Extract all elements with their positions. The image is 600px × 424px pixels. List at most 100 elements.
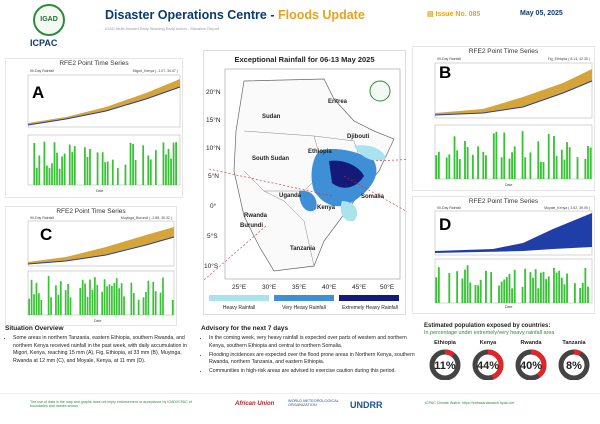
daily-rain-bar xyxy=(111,285,113,315)
daily-rain-bar xyxy=(573,283,576,303)
daily-rain-bar xyxy=(147,280,150,315)
daily-rain-bar xyxy=(28,298,31,315)
daily-rain-bar xyxy=(435,277,438,303)
daily-rain-bar xyxy=(104,162,107,185)
xlabel: Date xyxy=(505,183,513,187)
daily-rain-bar xyxy=(96,152,99,185)
igad-logo-text: IGAD xyxy=(40,16,58,23)
xlabel: Date xyxy=(94,319,102,323)
daily-rain-bar xyxy=(79,287,82,315)
daily-rain-bar xyxy=(115,278,118,315)
rainfall-map xyxy=(204,68,407,281)
daily-rain-bar xyxy=(132,143,134,185)
daily-rain-bar xyxy=(171,299,174,315)
legend-label: Heavy Rainfall xyxy=(222,305,256,311)
daily-rain-bar xyxy=(547,276,550,303)
daily-rain-bar xyxy=(145,291,147,315)
daily-rain-bar xyxy=(448,154,451,179)
daily-rain-bar xyxy=(534,269,537,303)
daily-rain-bar xyxy=(38,155,41,185)
daily-rain-bar xyxy=(134,159,137,185)
daily-rain-bar xyxy=(581,282,584,303)
donut-tanzania xyxy=(558,349,590,381)
footer: The use of data in the map and graphs do… xyxy=(0,393,600,424)
daily-rain-bar xyxy=(30,279,33,315)
lon-label: 25°E xyxy=(232,284,247,291)
daily-rain-bar xyxy=(453,136,456,179)
country-label: Tanzania xyxy=(290,246,316,252)
daily-rain-bar xyxy=(479,279,482,303)
lon-label: 40°E xyxy=(322,284,337,291)
daily-rain-bar xyxy=(490,272,493,303)
overview-item: Some areas in northern Tanzania, eastern… xyxy=(13,335,200,365)
panel-right-label: Moyale_Kenya ( 3.52, 39.05 ) xyxy=(544,206,590,210)
country-label: Somalia xyxy=(361,194,385,200)
exposure-heading: Estimated population exposed by countrie… xyxy=(424,323,551,329)
daily-rain-bar xyxy=(89,148,91,185)
chart-panel-d: RFE2 Point Time Series 90-Day Rainfall M… xyxy=(412,196,595,314)
panel-chart xyxy=(27,74,181,186)
daily-rain-bar xyxy=(130,282,133,315)
daily-rain-bar xyxy=(152,281,155,315)
daily-rain-bar xyxy=(108,284,111,315)
au-logo: African Union xyxy=(235,401,275,407)
daily-rain-bar xyxy=(68,144,71,185)
daily-rain-bar xyxy=(555,156,558,179)
daily-rain-bar xyxy=(500,281,503,303)
issue-icon: ▤ xyxy=(427,11,434,18)
daily-rain-bar xyxy=(513,269,516,303)
daily-rain-bar xyxy=(96,284,99,315)
donut-pct: 11% xyxy=(434,360,456,372)
daily-rain-bar xyxy=(579,288,582,303)
donut-row: Ethiopia 11% Kenya 44% Rwanda 40% Tanzan… xyxy=(425,340,597,388)
lon-label: 45°E xyxy=(352,284,367,291)
legend-swatch xyxy=(339,295,399,301)
daily-rain-bar xyxy=(589,147,592,179)
panel-left-label: 90-Day Rainfall xyxy=(30,69,54,73)
daily-rain-bar xyxy=(537,141,540,179)
donut-kenya xyxy=(472,349,504,381)
daily-rain-bar xyxy=(485,155,487,179)
daily-rain-bar xyxy=(40,299,43,315)
donut-rwanda xyxy=(515,349,547,381)
legend-swatch xyxy=(274,295,334,301)
country-label: Ethiopia xyxy=(308,149,332,155)
daily-rain-bar xyxy=(477,146,479,179)
daily-rain-bar xyxy=(495,131,498,179)
daily-rain-bar xyxy=(532,277,534,303)
daily-rain-bar xyxy=(539,161,542,179)
xlabel: Date xyxy=(505,305,513,309)
panel-letter: A xyxy=(32,83,45,102)
panel-chart xyxy=(434,62,593,180)
daily-rain-bar xyxy=(437,151,440,179)
daily-rain-bar xyxy=(106,161,109,185)
legend-label: Very Heavy Rainfall xyxy=(282,305,326,311)
donut-value-arc xyxy=(515,349,547,381)
daily-rain-bar xyxy=(147,155,150,185)
daily-rain-bar xyxy=(555,272,558,303)
daily-rain-bar xyxy=(563,284,566,303)
daily-rain-bar xyxy=(513,146,516,179)
daily-rain-bar xyxy=(91,289,94,315)
country-label: Rwanda xyxy=(244,213,268,219)
country-label: Sudan xyxy=(262,114,281,120)
advisory-item: Flooding incidences are expected over th… xyxy=(209,352,416,367)
panel-title: RFE2 Point Time Series xyxy=(59,60,129,67)
daily-rain-bar xyxy=(587,145,589,179)
daily-rain-bar xyxy=(47,276,50,315)
panel-left-label: 90-Day Rainfall xyxy=(437,206,461,210)
donut-ethiopia xyxy=(429,349,461,381)
panel-right-label: Migori_Kenya ( -1.07, 34.47 ) xyxy=(132,69,178,73)
lat-label: 5°S xyxy=(207,233,218,240)
daily-rain-bar xyxy=(524,268,527,303)
daily-rain-bar xyxy=(57,294,60,315)
daily-rain-bar xyxy=(492,133,495,179)
donut-pct: 8% xyxy=(566,360,582,372)
daily-rain-bar xyxy=(542,271,545,303)
daily-rain-bar xyxy=(170,158,172,185)
advisory-item: In the coming week, very heavy rainfall … xyxy=(209,335,416,350)
lat-label: 5°N xyxy=(208,173,219,180)
exposure-section: Estimated population exposed by countrie… xyxy=(424,323,596,336)
donut-value-arc xyxy=(472,349,504,381)
map-panel: Exceptional Rainfall for 06-13 May 2025 … xyxy=(203,50,407,315)
